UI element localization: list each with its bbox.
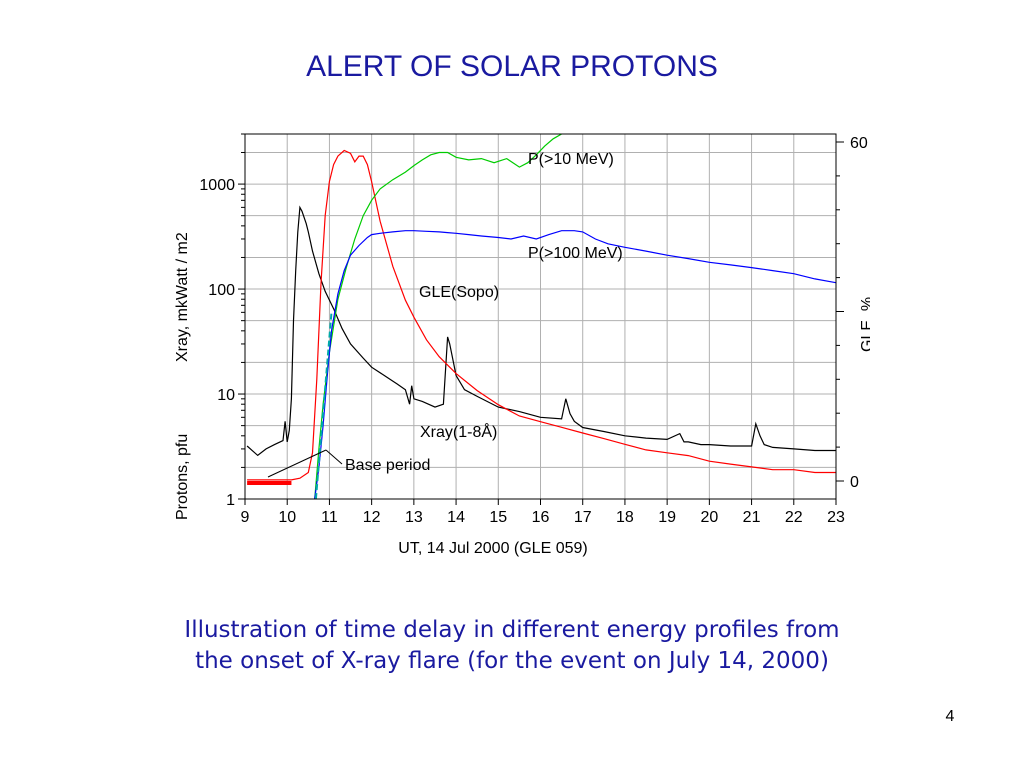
y-right-tick-label: 0 (850, 474, 859, 491)
y-axis-label-left-top: Xray, mkWatt / m2 (174, 232, 191, 362)
y-left-tick-label: 1 (226, 492, 235, 509)
annotation-p100: P(>100 MeV) (528, 245, 623, 262)
slide-title: ALERT OF SOLAR PROTONS (306, 50, 718, 83)
x-tick-label: 21 (743, 509, 761, 526)
annotation-p10: P(>10 MeV) (528, 151, 614, 168)
x-tick-label: 11 (321, 509, 338, 526)
x-tick-label: 15 (489, 509, 507, 526)
series-line-xray (246, 205, 836, 457)
x-tick-label: 14 (447, 509, 465, 526)
x-tick-label: 9 (241, 509, 250, 526)
x-tick-label: 20 (700, 509, 718, 526)
y-axis-label-right: GLE, % (859, 297, 870, 352)
base-period-leader-line (267, 449, 327, 478)
y-left-tick-label: 100 (208, 282, 235, 299)
base-period-leader-line-2 (325, 449, 343, 465)
annotation-base-period: Base period (345, 457, 430, 474)
slide-number: 4 (945, 708, 955, 725)
x-tick-label: 13 (405, 509, 423, 526)
y-left-tick-label: 1000 (199, 177, 235, 194)
y-right-tick-label: 60 (850, 135, 868, 152)
solar-proton-chart: 9 10 11 12 13 14 15 16 17 18 19 20 21 22 23 1 10 100 1000 0… (174, 133, 870, 557)
series-line-p100 (314, 230, 836, 499)
series-line-p10 (314, 134, 562, 499)
annotation-xray: Xray(1-8Å) (420, 422, 497, 441)
caption-line-2: the onset of X-ray flare (for the event … (195, 648, 829, 674)
caption-line-1: Illustration of time delay in different … (184, 617, 840, 643)
series-line-onset (314, 312, 333, 499)
x-tick-label: 19 (658, 509, 676, 526)
x-tick-label: 18 (616, 509, 634, 526)
x-axis-label: UT, 14 Jul 2000 (GLE 059) (398, 540, 587, 557)
x-tick-label: 22 (785, 509, 803, 526)
grid (244, 134, 837, 500)
x-tick-label: 12 (363, 509, 381, 526)
x-tick-label: 17 (574, 509, 592, 526)
series-line-gle (247, 149, 836, 481)
series-layer (246, 134, 836, 499)
tick-layer: 9 10 11 12 13 14 15 16 17 18 19 20 21 22 23 1 10 100 1000 0… (199, 133, 868, 526)
y-left-tick-label: 10 (217, 387, 235, 404)
caption: Illustration of time delay in different … (80, 615, 944, 677)
annotation-gle: GLE(Sopo) (419, 284, 499, 301)
x-tick-label: 10 (278, 509, 296, 526)
x-tick-label: 16 (532, 509, 550, 526)
x-tick-label: 23 (827, 509, 845, 526)
y-axis-label-left-bottom: Protons, pfu (174, 434, 191, 520)
